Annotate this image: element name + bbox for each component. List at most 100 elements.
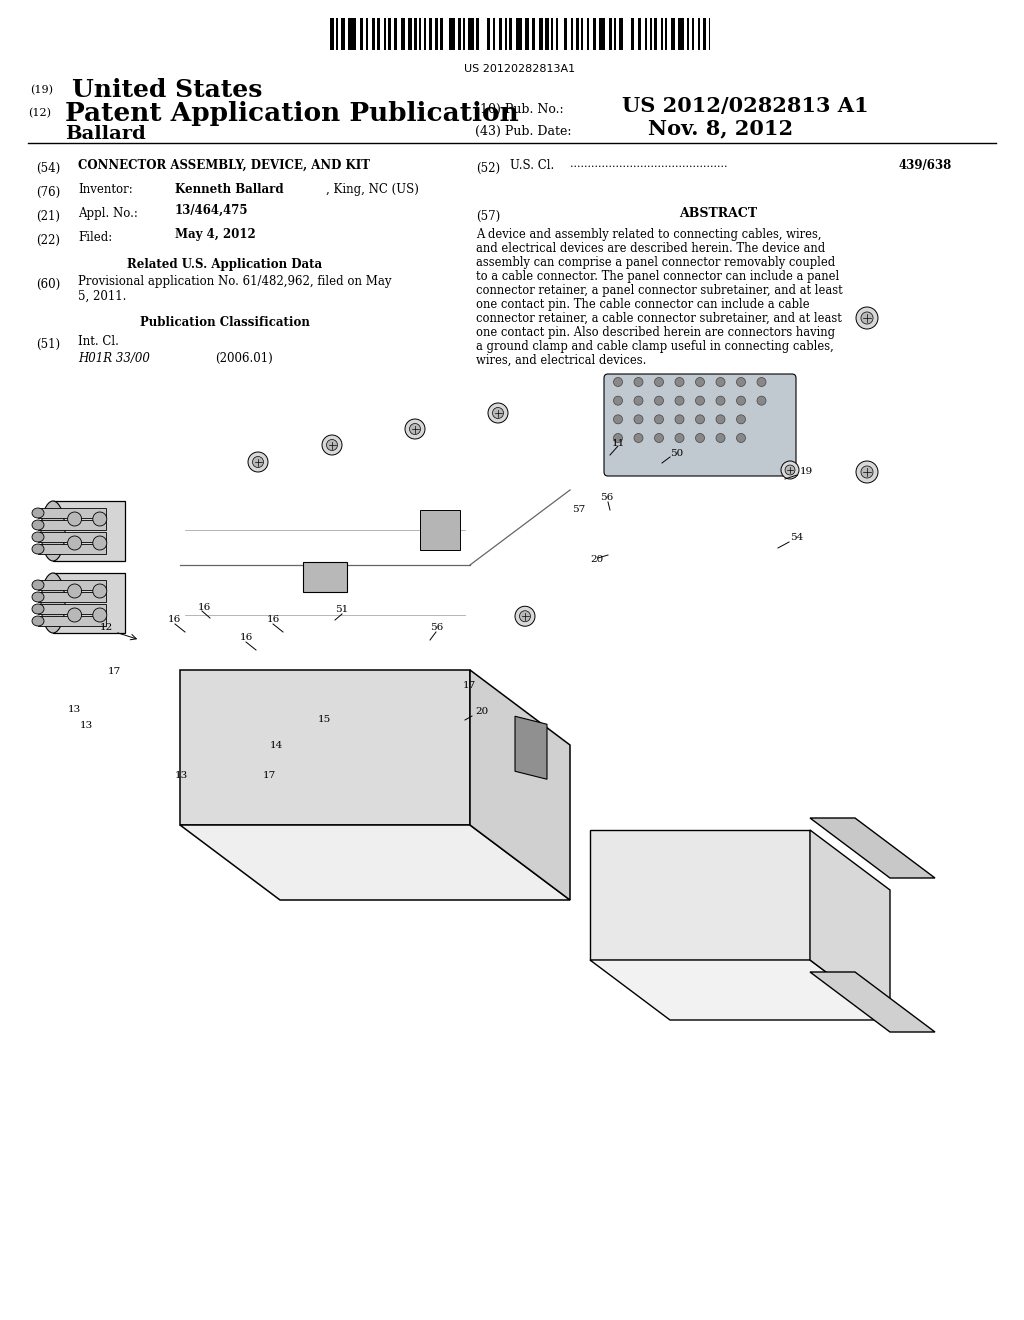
- FancyBboxPatch shape: [604, 374, 796, 477]
- Circle shape: [716, 433, 725, 442]
- Text: Patent Application Publication: Patent Application Publication: [65, 102, 519, 125]
- Text: 16: 16: [198, 602, 211, 611]
- Text: A device and assembly related to connecting cables, wires,: A device and assembly related to connect…: [476, 228, 821, 242]
- Bar: [593, 18, 596, 50]
- Bar: [372, 18, 375, 50]
- Circle shape: [613, 414, 623, 424]
- Circle shape: [654, 433, 664, 442]
- Circle shape: [654, 396, 664, 405]
- Bar: [449, 18, 455, 50]
- Bar: [53, 502, 125, 561]
- Text: Publication Classification: Publication Classification: [140, 315, 310, 329]
- Text: 13: 13: [80, 721, 93, 730]
- Circle shape: [613, 433, 623, 442]
- Bar: [516, 18, 522, 50]
- Bar: [599, 18, 605, 50]
- Bar: [493, 18, 495, 50]
- Bar: [687, 18, 689, 50]
- Bar: [581, 18, 583, 50]
- Bar: [38, 616, 106, 626]
- Circle shape: [695, 378, 705, 387]
- Circle shape: [93, 512, 106, 525]
- Ellipse shape: [32, 532, 44, 543]
- Circle shape: [68, 583, 82, 598]
- Text: 17: 17: [108, 668, 121, 676]
- Text: 54: 54: [790, 533, 803, 543]
- Text: , King, NC (US): , King, NC (US): [326, 183, 419, 195]
- Text: 17: 17: [463, 681, 476, 690]
- Polygon shape: [810, 830, 890, 1020]
- Bar: [525, 18, 529, 50]
- Circle shape: [488, 403, 508, 422]
- Circle shape: [716, 396, 725, 405]
- Bar: [366, 18, 368, 50]
- Text: a ground clamp and cable clamp useful in connecting cables,: a ground clamp and cable clamp useful in…: [476, 341, 834, 352]
- Bar: [499, 18, 502, 50]
- Bar: [618, 18, 623, 50]
- Circle shape: [695, 396, 705, 405]
- Bar: [509, 18, 512, 50]
- Text: Filed:: Filed:: [78, 231, 113, 244]
- Bar: [463, 18, 465, 50]
- Text: 15: 15: [318, 715, 331, 725]
- Circle shape: [634, 433, 643, 442]
- Text: 11: 11: [612, 438, 626, 447]
- Text: 20: 20: [590, 556, 603, 565]
- Polygon shape: [810, 818, 935, 878]
- Text: 5, 2011.: 5, 2011.: [78, 290, 126, 304]
- Text: 56: 56: [600, 494, 613, 503]
- Circle shape: [68, 536, 82, 550]
- Text: one contact pin. Also described herein are connectors having: one contact pin. Also described herein a…: [476, 326, 836, 339]
- Text: 56: 56: [430, 623, 443, 632]
- Text: US 2012/0282813 A1: US 2012/0282813 A1: [622, 96, 868, 116]
- Bar: [38, 520, 106, 531]
- Text: Int. Cl.: Int. Cl.: [78, 335, 119, 348]
- Bar: [631, 18, 634, 50]
- Circle shape: [654, 414, 664, 424]
- Bar: [654, 18, 657, 50]
- Circle shape: [93, 536, 106, 550]
- Bar: [330, 18, 334, 50]
- Bar: [424, 18, 426, 50]
- Bar: [556, 18, 558, 50]
- Text: (51): (51): [36, 338, 60, 351]
- Ellipse shape: [41, 502, 65, 561]
- Circle shape: [248, 451, 268, 473]
- Bar: [384, 18, 386, 50]
- Bar: [303, 562, 347, 591]
- Bar: [419, 18, 421, 50]
- Circle shape: [856, 461, 878, 483]
- Bar: [678, 18, 684, 50]
- Polygon shape: [180, 825, 570, 900]
- Bar: [38, 591, 106, 602]
- Circle shape: [634, 414, 643, 424]
- Text: (19): (19): [30, 84, 53, 95]
- Bar: [408, 18, 412, 50]
- Polygon shape: [515, 717, 547, 779]
- Bar: [377, 18, 380, 50]
- Circle shape: [695, 433, 705, 442]
- Bar: [336, 18, 338, 50]
- Bar: [38, 532, 106, 543]
- Text: (60): (60): [36, 279, 60, 290]
- Circle shape: [736, 378, 745, 387]
- Text: (12): (12): [28, 108, 51, 119]
- Text: Inventor:: Inventor:: [78, 183, 133, 195]
- Circle shape: [253, 457, 263, 467]
- Bar: [414, 18, 417, 50]
- Bar: [650, 18, 652, 50]
- Bar: [698, 18, 700, 50]
- Bar: [394, 18, 397, 50]
- Bar: [458, 18, 461, 50]
- Text: connector retainer, a cable connector subretainer, and at least: connector retainer, a cable connector su…: [476, 312, 842, 325]
- Text: United States: United States: [72, 78, 262, 102]
- Text: connector retainer, a panel connector subretainer, and at least: connector retainer, a panel connector su…: [476, 284, 843, 297]
- Text: 20: 20: [475, 708, 488, 717]
- Text: and electrical devices are described herein. The device and: and electrical devices are described her…: [476, 242, 825, 255]
- Circle shape: [410, 424, 421, 434]
- Bar: [539, 18, 543, 50]
- Bar: [401, 18, 406, 50]
- Bar: [487, 18, 490, 50]
- Polygon shape: [470, 671, 570, 900]
- Text: Kenneth Ballard: Kenneth Ballard: [175, 183, 284, 195]
